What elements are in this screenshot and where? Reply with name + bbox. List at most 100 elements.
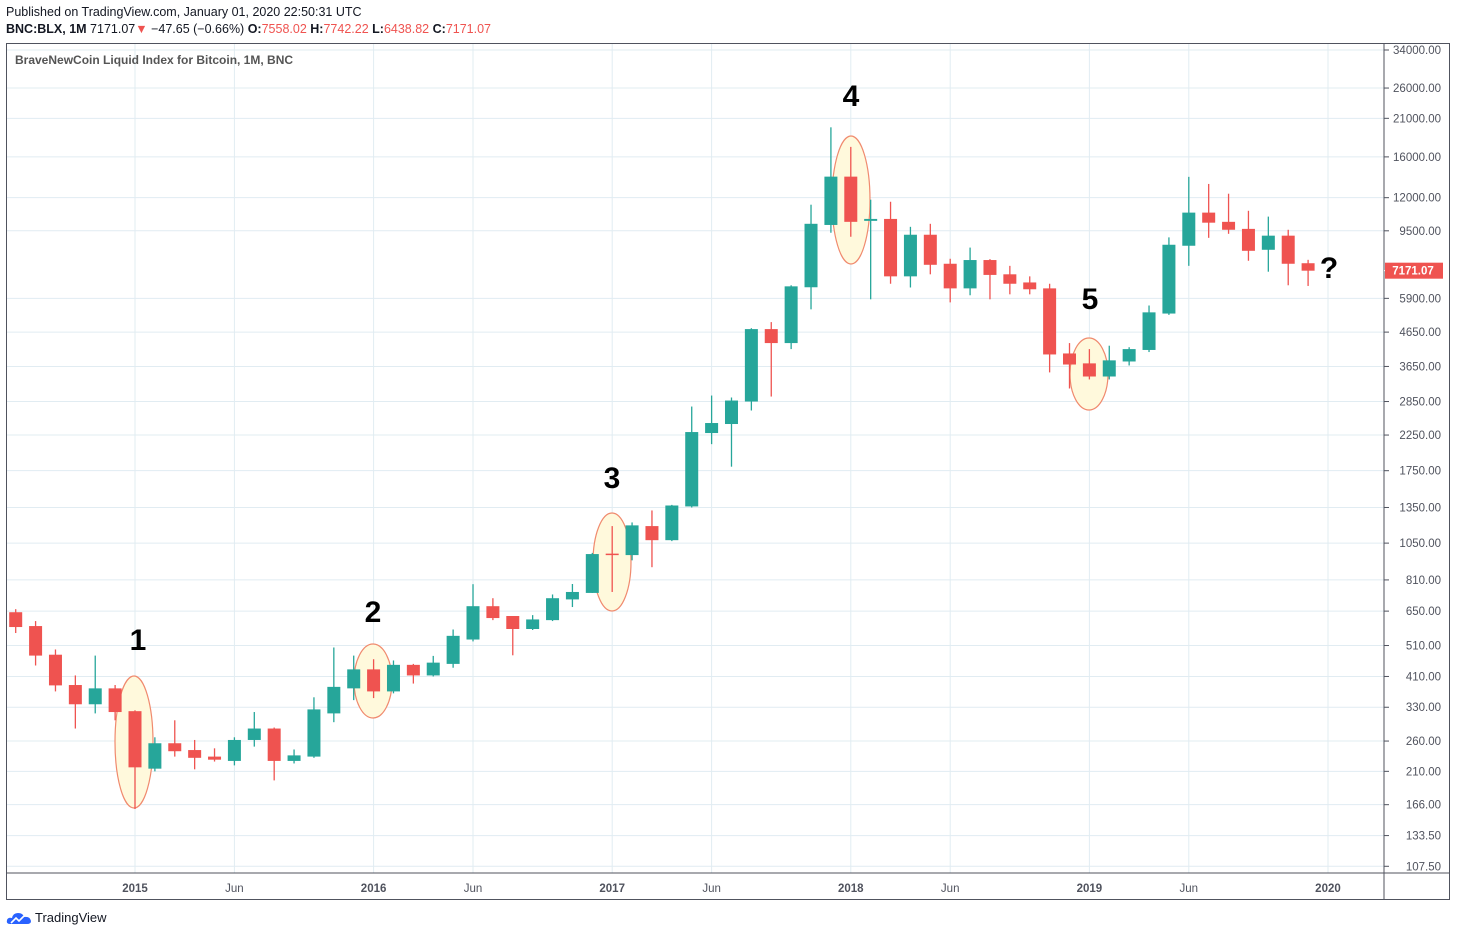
candle[interactable] — [983, 259, 997, 300]
annotation-label: 4 — [843, 80, 860, 113]
candle[interactable] — [1063, 343, 1077, 389]
candle[interactable] — [1202, 183, 1216, 238]
candle-body — [724, 400, 738, 425]
candle[interactable] — [148, 737, 162, 772]
candle[interactable] — [1281, 229, 1295, 286]
candle[interactable] — [29, 621, 43, 666]
candle[interactable] — [1043, 283, 1057, 373]
candle[interactable] — [386, 660, 400, 694]
candle[interactable] — [1003, 265, 1017, 295]
y-tick-label: 2250.00 — [1399, 430, 1441, 442]
candle[interactable] — [9, 609, 23, 634]
candle[interactable] — [884, 201, 898, 284]
candle[interactable] — [546, 594, 560, 622]
candle[interactable] — [208, 748, 222, 762]
y-tick-label: 107.50 — [1406, 861, 1441, 873]
candle-body — [943, 263, 957, 289]
candle[interactable] — [685, 406, 699, 508]
candle[interactable] — [1082, 349, 1096, 380]
candle[interactable] — [1102, 345, 1116, 380]
candle[interactable] — [188, 739, 202, 770]
candle[interactable] — [1023, 276, 1037, 295]
candle[interactable] — [68, 675, 82, 729]
y-tick-label: 1750.00 — [1399, 466, 1441, 478]
candle[interactable] — [48, 649, 62, 692]
candle-body — [1063, 353, 1077, 365]
candle[interactable] — [1142, 305, 1156, 353]
candle-body — [903, 234, 917, 277]
x-tick-label: 2020 — [1315, 883, 1341, 895]
annotation-labels: 1 2 3 4 5? — [130, 80, 1339, 657]
candle[interactable] — [1241, 210, 1255, 261]
candle[interactable] — [88, 655, 102, 714]
candle[interactable] — [565, 584, 579, 608]
candle[interactable] — [1222, 193, 1236, 234]
candle[interactable] — [227, 737, 241, 766]
candle[interactable] — [466, 584, 480, 642]
candle[interactable] — [446, 629, 460, 668]
candle-body — [963, 260, 977, 289]
candle[interactable] — [367, 659, 381, 699]
y-tick-label: 4650.00 — [1399, 327, 1441, 339]
candle[interactable] — [287, 749, 301, 764]
candle-body — [864, 218, 878, 221]
candle[interactable] — [526, 615, 540, 630]
candle[interactable] — [1122, 347, 1136, 366]
candle[interactable] — [943, 258, 957, 303]
candle-body — [565, 591, 579, 600]
candle[interactable] — [764, 322, 778, 397]
candle[interactable] — [844, 146, 858, 237]
candle[interactable] — [347, 655, 361, 701]
candle[interactable] — [724, 397, 738, 467]
candle[interactable] — [923, 223, 937, 275]
candle[interactable] — [406, 663, 420, 684]
candle[interactable] — [744, 328, 758, 411]
candle-body — [1261, 235, 1275, 250]
candle[interactable] — [705, 395, 719, 445]
candle[interactable] — [1301, 259, 1315, 286]
candle[interactable] — [128, 710, 142, 810]
candle[interactable] — [903, 226, 917, 288]
candle[interactable] — [307, 697, 321, 758]
y-tick-label: 650.00 — [1406, 606, 1441, 618]
candle-body — [884, 218, 898, 277]
candle-body — [1222, 221, 1236, 230]
candle[interactable] — [864, 199, 878, 300]
candle-body — [784, 286, 798, 344]
candle[interactable] — [824, 127, 838, 233]
tradingview-logo[interactable]: TradingView — [6, 910, 107, 925]
candle[interactable] — [645, 510, 659, 568]
candle[interactable] — [267, 727, 281, 781]
candle[interactable] — [168, 720, 182, 757]
candle[interactable] — [585, 552, 599, 593]
candle[interactable] — [506, 616, 520, 656]
candle-body — [824, 176, 838, 225]
candle[interactable] — [247, 712, 261, 747]
candle[interactable] — [486, 598, 500, 621]
axes: 34000.00 26000.00 21000.00 16000.00 12000.00… — [7, 44, 1450, 900]
candle[interactable] — [625, 522, 639, 561]
candle[interactable] — [784, 285, 798, 350]
candle-body — [29, 626, 43, 656]
candle-body — [546, 598, 560, 621]
candle[interactable] — [1182, 176, 1196, 266]
candle[interactable] — [1261, 216, 1275, 272]
candle[interactable] — [426, 655, 440, 677]
candle-body — [367, 669, 381, 692]
x-tick-label: 2015 — [122, 883, 148, 895]
candle[interactable] — [804, 204, 818, 310]
symbol-info-line: BNC:BLX, 1M 7171.07▼ −47.65 (−0.66%) O:7… — [6, 22, 491, 36]
candle-body — [466, 606, 480, 640]
price-change: −47.65 (−0.66%) — [151, 22, 245, 36]
candle[interactable] — [665, 504, 679, 542]
candle-body — [983, 260, 997, 275]
x-tick-label: 2016 — [361, 883, 387, 895]
candle[interactable] — [1162, 237, 1176, 315]
candle[interactable] — [327, 647, 341, 723]
candle[interactable] — [108, 685, 122, 721]
candle[interactable] — [605, 526, 619, 592]
candle[interactable] — [963, 247, 977, 296]
candle-body — [1142, 312, 1156, 350]
close-label: C: — [432, 22, 446, 36]
